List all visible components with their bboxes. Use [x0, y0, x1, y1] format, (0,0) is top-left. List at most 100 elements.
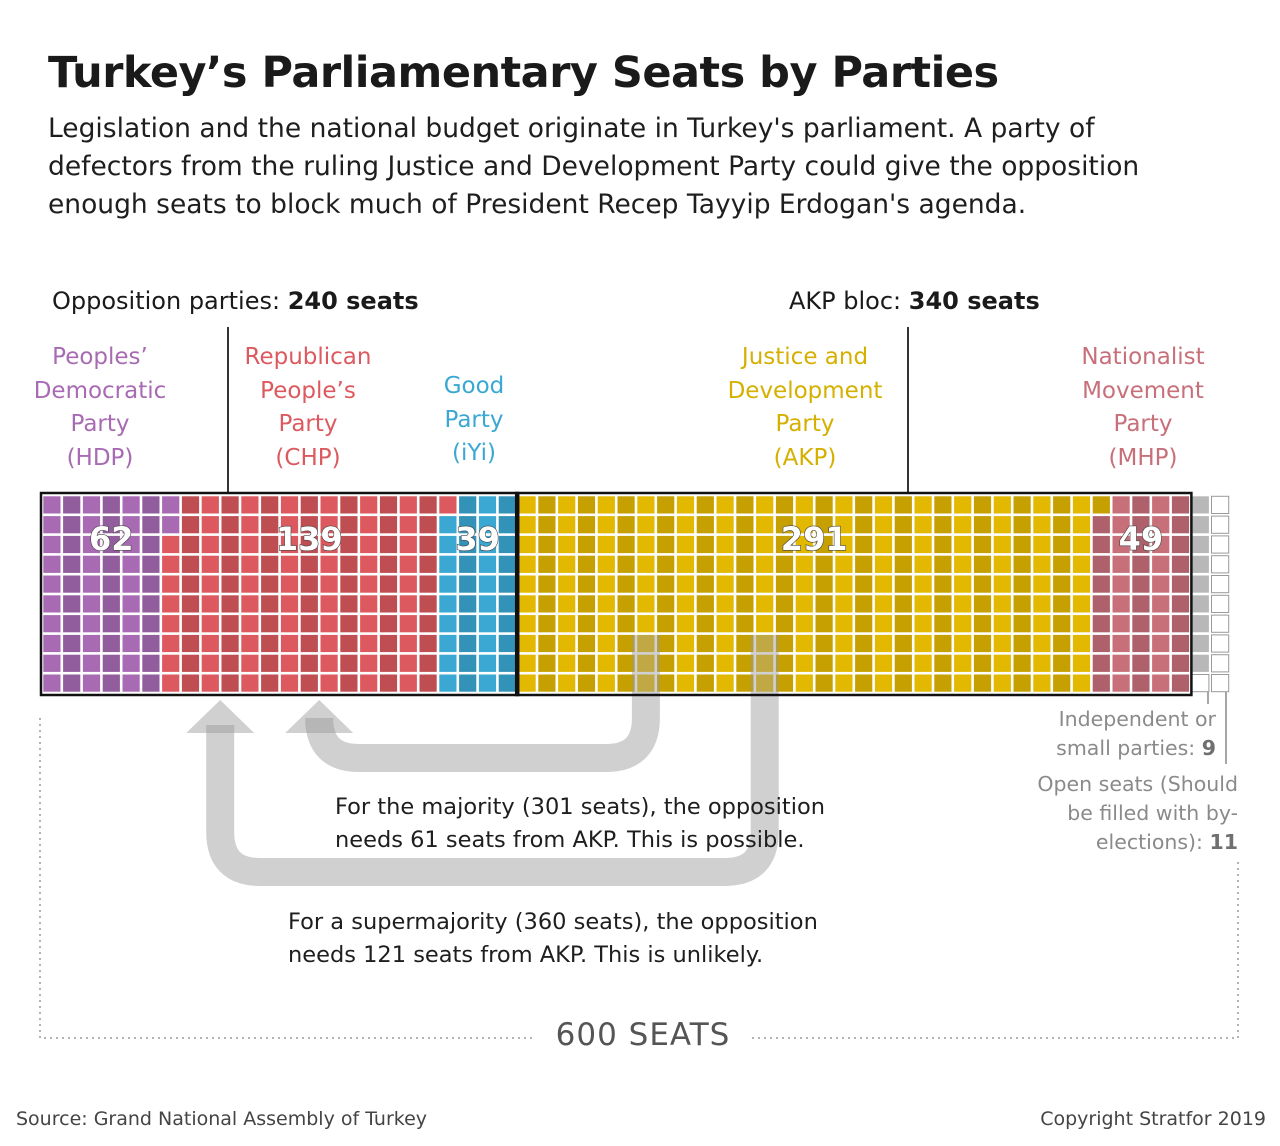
seat-cell-chp	[241, 496, 259, 514]
seat-cell-iyi	[478, 615, 497, 633]
seat-cell-mhp	[1152, 615, 1170, 633]
seat-cell-akp	[835, 615, 853, 633]
seat-cell-akp	[736, 496, 754, 514]
seat-cell-chp	[181, 516, 200, 534]
seat-cell-hdp	[43, 615, 61, 633]
seat-cell-akp	[756, 634, 774, 653]
seat-cell-chp	[280, 555, 299, 573]
seat-cell-independent-or-small-parties	[1191, 555, 1209, 573]
seat-cell-akp	[914, 634, 932, 653]
seat-cell-akp	[597, 535, 615, 554]
seat-cell-chp	[419, 595, 437, 613]
seat-cell-akp	[855, 615, 873, 633]
seat-cell-chp	[300, 674, 318, 692]
seat-cell-akp	[518, 634, 536, 653]
seat-cell-mhp	[1152, 575, 1170, 593]
seat-cell-hdp	[63, 595, 81, 613]
seat-cell-hdp	[142, 654, 160, 672]
seat-cell-akp	[756, 555, 774, 573]
seat-cell-akp	[1053, 575, 1071, 593]
seat-cell-akp	[558, 615, 576, 633]
seat-cell-mhp	[1092, 595, 1110, 613]
seat-cell-chp	[261, 654, 279, 672]
seat-cell-chp	[201, 575, 219, 593]
seat-cell-chp	[201, 516, 219, 534]
seat-cell-chp	[181, 615, 200, 633]
seat-cell-chp	[300, 555, 318, 573]
seat-cell-hdp	[43, 654, 61, 672]
seat-cell-akp	[518, 615, 536, 633]
seat-cell-akp	[1033, 496, 1051, 514]
seat-cell-akp	[954, 674, 972, 692]
seat-cell-mhp	[1112, 516, 1130, 534]
seat-cell-akp	[795, 634, 813, 653]
seat-cell-akp	[676, 615, 695, 633]
seat-cell-chp	[419, 634, 437, 653]
seat-cell-iyi	[478, 575, 497, 593]
seat-cell-akp	[538, 615, 556, 633]
seat-cell-akp	[538, 575, 556, 593]
seat-cell-akp	[538, 634, 556, 653]
seat-cell-akp	[637, 535, 655, 554]
seat-cell-chp	[221, 674, 239, 692]
opposition-bloc-value: 240 seats	[287, 287, 419, 315]
seat-cell-iyi	[498, 575, 516, 593]
seat-cell-akp	[617, 496, 635, 514]
seat-cell-iyi	[478, 555, 497, 573]
seat-cell-hdp	[63, 555, 81, 573]
seat-cell-chp	[320, 595, 338, 613]
seat-cell-chp	[261, 575, 279, 593]
seat-cell-akp	[993, 535, 1011, 554]
seat-cell-open-seats	[1211, 654, 1230, 673]
seat-cell-chp	[379, 674, 398, 692]
seat-cell-akp	[894, 654, 912, 672]
seat-cell-chp	[221, 535, 239, 554]
seat-cell-akp	[597, 674, 615, 692]
seat-cell-chp	[280, 575, 299, 593]
supermajority-note: For a supermajority (360 seats), the opp…	[288, 909, 818, 968]
majority-note: For the majority (301 seats), the opposi…	[335, 794, 826, 853]
seat-cell-akp	[775, 654, 794, 672]
seat-cell-akp	[716, 634, 734, 653]
seat-cell-akp	[1033, 615, 1051, 633]
seat-cell-akp	[775, 575, 794, 593]
seat-cell-iyi	[459, 615, 477, 633]
seat-count-chp: 139	[276, 520, 343, 558]
seat-cell-chp	[300, 535, 318, 554]
seat-cell-akp	[597, 516, 615, 534]
independent-label: Independent or small parties: 9	[1056, 707, 1216, 760]
seat-cell-hdp	[102, 634, 120, 653]
seat-cell-chp	[419, 496, 437, 514]
seat-count-mhp: 49	[1119, 520, 1164, 558]
seat-cell-iyi	[459, 595, 477, 613]
seat-cell-iyi	[439, 555, 457, 573]
seat-cell-open-seats	[1211, 594, 1230, 613]
seat-cell-chp	[360, 674, 378, 692]
seat-cell-hdp	[82, 595, 101, 613]
seat-cell-chp	[360, 575, 378, 593]
seat-cell-hdp	[82, 496, 101, 514]
total-bracket	[39, 718, 1239, 1039]
seat-cell-akp	[657, 496, 675, 514]
seat-cell-chp	[320, 634, 338, 653]
seat-cell-mhp	[1132, 575, 1150, 593]
seat-cell-hdp	[63, 516, 81, 534]
opposition-bloc-label: Opposition parties: 240 seats	[52, 287, 419, 315]
seat-count-akp: 291	[781, 520, 848, 558]
seat-cell-akp	[775, 496, 794, 514]
seat-cell-akp	[914, 674, 932, 692]
seat-cell-akp	[637, 595, 655, 613]
seat-cell-mhp	[1092, 654, 1110, 672]
seat-cell-akp	[894, 595, 912, 613]
seat-cell-akp	[696, 634, 714, 653]
seat-cell-akp	[973, 634, 992, 653]
seat-cell-akp	[676, 496, 695, 514]
seat-cell-hdp	[82, 516, 101, 534]
seat-cell-iyi	[498, 615, 516, 633]
seat-cell-iyi	[478, 496, 497, 514]
seat-cell-hdp	[122, 615, 140, 633]
seat-cell-akp	[894, 535, 912, 554]
seat-cell-mhp	[1132, 674, 1150, 692]
seat-cell-akp	[855, 496, 873, 514]
seat-cell-akp	[894, 634, 912, 653]
